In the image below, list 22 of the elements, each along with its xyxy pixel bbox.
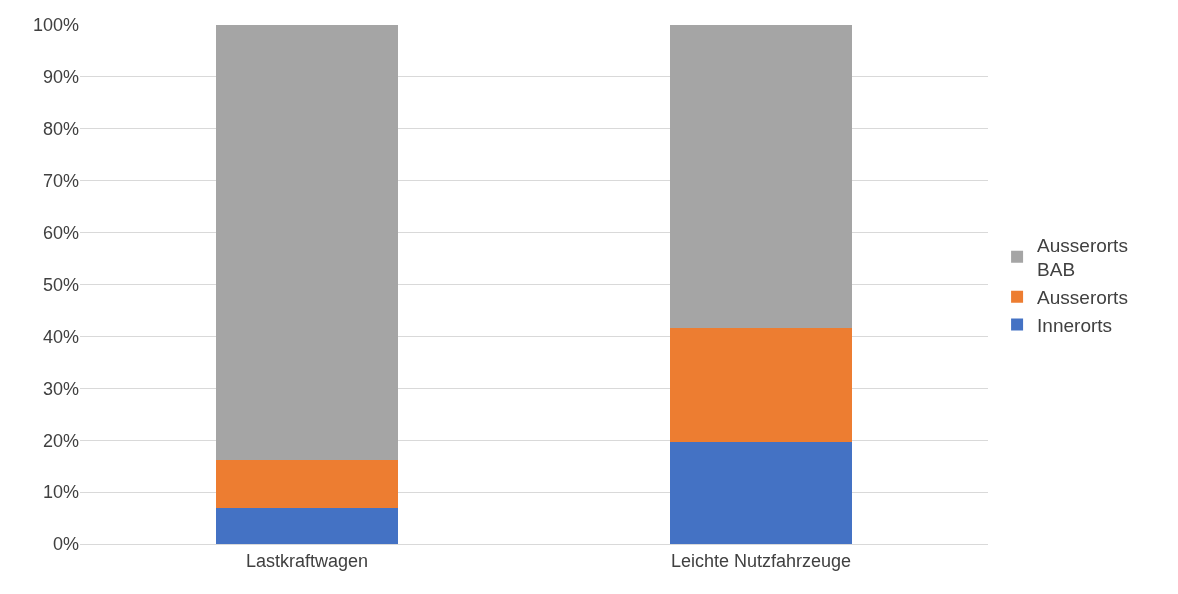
y-tick-label: 20%: [42, 430, 79, 451]
y-tick-label: 90%: [42, 67, 79, 88]
bar: [216, 25, 398, 460]
y-tick-label: 80%: [42, 119, 79, 140]
x-tick-label: Leichte Nutzfahrzeuge: [670, 550, 852, 571]
bar: [216, 459, 398, 508]
legend-label: Ausserorts: [1037, 287, 1128, 309]
legend-label: Innerorts: [1037, 314, 1113, 336]
y-tick-label: 60%: [42, 222, 79, 243]
y-tick-label: 30%: [42, 378, 79, 399]
legend-label: Ausserorts BAB: [1037, 234, 1128, 281]
y-tick-label: 0%: [52, 534, 79, 555]
y-tick-label: 40%: [42, 326, 79, 347]
y-tick-label: 10%: [42, 482, 79, 503]
y-tick-label: 100%: [32, 15, 79, 36]
bar: [670, 327, 852, 443]
y-tick-label: 50%: [42, 274, 79, 295]
x-tick-label: Lastkraftwagen: [245, 550, 369, 571]
bar: [670, 442, 852, 544]
y-tick-label: 70%: [42, 171, 79, 191]
bar: [216, 507, 398, 544]
bar: [670, 25, 852, 328]
